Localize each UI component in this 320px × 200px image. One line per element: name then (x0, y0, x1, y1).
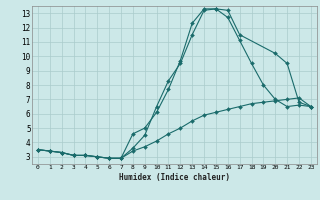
X-axis label: Humidex (Indice chaleur): Humidex (Indice chaleur) (119, 173, 230, 182)
